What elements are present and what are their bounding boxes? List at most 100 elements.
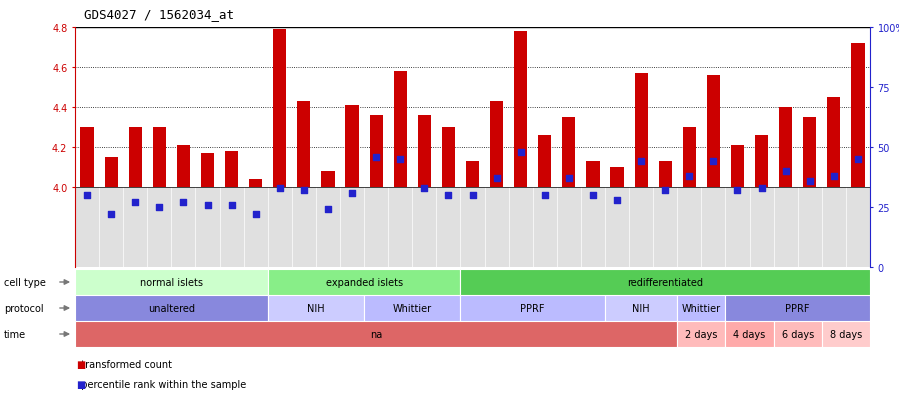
Point [393,156,407,163]
Point [730,188,744,194]
Point [707,159,721,165]
Bar [249,180,263,188]
Text: cell type: cell type [4,277,46,287]
Bar [75,188,870,267]
Point [176,199,191,206]
Point [803,178,817,185]
Point [754,185,769,192]
Point [513,149,528,156]
Text: NIH: NIH [632,303,650,313]
Text: Whittier: Whittier [681,303,721,313]
Point [297,188,311,194]
Text: 4 days: 4 days [734,329,766,339]
Text: Whittier: Whittier [393,303,432,313]
Bar [200,154,214,188]
Point [562,176,576,182]
Text: GDS4027 / 1562034_at: GDS4027 / 1562034_at [84,8,234,21]
Bar [707,76,720,188]
Bar [80,128,93,188]
Bar [369,116,383,188]
Bar [460,269,870,295]
Bar [75,321,677,347]
Text: normal islets: normal islets [140,277,203,287]
Bar [225,152,238,188]
Bar [153,128,166,188]
Text: 2 days: 2 days [685,329,717,339]
Bar [345,106,359,188]
Bar [268,269,460,295]
Text: transformed count: transformed count [75,359,172,369]
Bar [725,321,774,347]
Bar [364,295,460,321]
Bar [394,72,407,188]
Bar [490,102,503,188]
Point [345,190,360,197]
Point [466,192,480,199]
Text: PPRF: PPRF [521,303,545,313]
Bar [562,118,575,188]
Bar [827,98,841,188]
Point [658,188,672,194]
Point [682,173,697,180]
Bar [441,128,455,188]
Point [827,173,841,180]
Text: ■: ■ [76,359,85,369]
Text: time: time [4,329,26,339]
Bar [822,321,870,347]
Bar [755,136,769,188]
Point [779,168,793,175]
Point [152,204,166,211]
Bar [466,161,479,188]
Bar [659,161,672,188]
Bar [779,108,792,188]
Point [128,199,142,206]
Bar [677,321,725,347]
Bar [418,116,431,188]
Point [104,211,119,218]
Text: percentile rank within the sample: percentile rank within the sample [75,379,246,389]
Bar [586,161,600,188]
Text: protocol: protocol [4,303,44,313]
Bar [851,44,865,188]
Point [225,202,239,209]
Text: NIH: NIH [307,303,325,313]
Bar [803,118,816,188]
Point [272,185,287,192]
Text: ■: ■ [76,379,85,389]
Point [369,154,383,161]
Point [321,206,335,213]
Point [80,192,94,199]
Bar [677,295,725,321]
Point [489,176,503,182]
Bar [605,295,677,321]
Bar [725,295,870,321]
Bar [635,74,648,188]
Point [200,202,215,209]
Text: expanded islets: expanded islets [325,277,403,287]
Text: na: na [370,329,382,339]
Bar [75,295,268,321]
Point [586,192,601,199]
Text: unaltered: unaltered [147,303,195,313]
Bar [129,128,142,188]
Bar [273,30,287,188]
Point [610,197,624,204]
Bar [321,171,334,188]
Bar [682,128,696,188]
Point [441,192,456,199]
Bar [539,136,551,188]
Point [417,185,432,192]
Bar [514,32,528,188]
Bar [460,295,605,321]
Text: 8 days: 8 days [830,329,862,339]
Point [248,211,263,218]
Bar [774,321,822,347]
Bar [610,168,624,188]
Text: redifferentiated: redifferentiated [628,277,703,287]
Bar [104,158,118,188]
Point [850,156,865,163]
Bar [177,146,190,188]
Text: PPRF: PPRF [786,303,810,313]
Point [538,192,552,199]
Point [634,159,648,165]
